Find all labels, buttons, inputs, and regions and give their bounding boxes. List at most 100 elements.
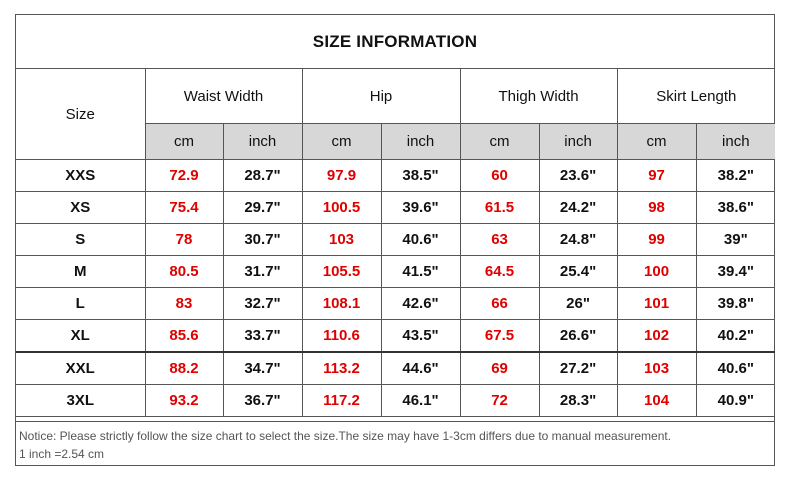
table-row: XXS 72.9 28.7" 97.9 38.5" 60 23.6" 97 38.2" bbox=[16, 159, 776, 192]
table-row: XS 75.4 29.7" 100.5 39.6" 61.5 24.2" 98 38.6" bbox=[16, 191, 776, 224]
inch-value: 23.6" bbox=[538, 159, 618, 192]
cm-value: 108.1 bbox=[301, 287, 382, 320]
inch-value: 24.8" bbox=[538, 223, 618, 256]
inch-value: 24.2" bbox=[538, 191, 618, 224]
inch-value: 30.7" bbox=[222, 223, 303, 256]
unit-inch: inch bbox=[538, 123, 618, 160]
cm-value: 61.5 bbox=[459, 191, 540, 224]
inch-value: 40.2" bbox=[695, 319, 776, 353]
cm-value: 93.2 bbox=[144, 384, 224, 417]
inch-value: 28.7" bbox=[222, 159, 303, 192]
cm-value: 102 bbox=[616, 319, 697, 353]
cm-value: 105.5 bbox=[301, 255, 382, 288]
inch-value: 40.9" bbox=[695, 384, 776, 417]
size-chart: SIZE INFORMATION Size Waist Width Hip Th… bbox=[15, 14, 776, 466]
inch-value: 39.4" bbox=[695, 255, 776, 288]
group-header-row: Size Waist Width Hip Thigh Width Skirt L… bbox=[16, 69, 776, 160]
header-hip: Hip bbox=[301, 69, 461, 124]
inch-value: 29.7" bbox=[222, 191, 303, 224]
cm-value: 113.2 bbox=[301, 351, 382, 385]
inch-value: 41.5" bbox=[380, 255, 461, 288]
header-skirt-length: Skirt Length bbox=[616, 69, 776, 124]
header-waist-width: Waist Width bbox=[144, 69, 303, 124]
cm-value: 67.5 bbox=[459, 319, 540, 353]
cm-value: 72.9 bbox=[144, 159, 224, 192]
unit-inch: inch bbox=[695, 123, 776, 160]
inch-value: 39.8" bbox=[695, 287, 776, 320]
cm-value: 72 bbox=[459, 384, 540, 417]
cm-value: 100.5 bbox=[301, 191, 382, 224]
inch-value: 32.7" bbox=[222, 287, 303, 320]
header-thigh-width: Thigh Width bbox=[459, 69, 618, 124]
unit-cm: cm bbox=[145, 123, 224, 160]
notice: Notice: Please strictly follow the size … bbox=[16, 421, 774, 465]
size-label: 3XL bbox=[16, 384, 146, 417]
cm-value: 101 bbox=[616, 287, 697, 320]
inch-value: 36.7" bbox=[222, 384, 303, 417]
size-label: XXS bbox=[16, 159, 146, 192]
inch-value: 26" bbox=[538, 287, 618, 320]
cm-value: 97.9 bbox=[301, 159, 382, 192]
cm-value: 110.6 bbox=[301, 319, 382, 353]
cm-value: 69 bbox=[459, 351, 540, 385]
cm-value: 75.4 bbox=[144, 191, 224, 224]
inch-value: 44.6" bbox=[380, 351, 461, 385]
cm-value: 103 bbox=[616, 351, 697, 385]
inch-value: 43.5" bbox=[380, 319, 461, 353]
inch-value: 42.6" bbox=[380, 287, 461, 320]
size-label: M bbox=[16, 255, 146, 288]
size-label: XXL bbox=[16, 351, 146, 385]
inch-value: 40.6" bbox=[380, 223, 461, 256]
unit-cm: cm bbox=[301, 123, 382, 160]
table-row: S 78 30.7" 103 40.6" 63 24.8" 99 39" bbox=[16, 223, 776, 256]
unit-inch: inch bbox=[222, 123, 303, 160]
cm-value: 85.6 bbox=[144, 319, 224, 353]
table-row: XL 85.6 33.7" 110.6 43.5" 67.5 26.6" 102 40.2" bbox=[16, 319, 776, 353]
cm-value: 99 bbox=[616, 223, 697, 256]
cm-value: 100 bbox=[616, 255, 697, 288]
inch-value: 34.7" bbox=[222, 351, 303, 385]
conversion-note: 1 inch =2.54 cm bbox=[19, 447, 105, 461]
inch-value: 27.2" bbox=[538, 351, 618, 385]
size-label: L bbox=[16, 287, 146, 320]
inch-value: 26.6" bbox=[538, 319, 618, 353]
table-row: 3XL 93.2 36.7" 117.2 46.1" 72 28.3" 104 40.9" bbox=[16, 384, 776, 417]
size-column-header: Size bbox=[16, 69, 146, 160]
inch-value: 33.7" bbox=[222, 319, 303, 353]
cm-value: 63 bbox=[459, 223, 540, 256]
cm-value: 64.5 bbox=[459, 255, 540, 288]
cm-value: 103 bbox=[301, 223, 382, 256]
cm-value: 66 bbox=[459, 287, 540, 320]
inch-value: 46.1" bbox=[380, 384, 461, 417]
inch-value: 38.6" bbox=[695, 191, 776, 224]
inch-value: 25.4" bbox=[538, 255, 618, 288]
notice-text: Notice: Please strictly follow the size … bbox=[19, 429, 672, 443]
cm-value: 80.5 bbox=[144, 255, 224, 288]
inch-value: 28.3" bbox=[538, 384, 618, 417]
size-label: S bbox=[16, 223, 146, 256]
unit-cm: cm bbox=[616, 123, 697, 160]
size-label: XL bbox=[16, 319, 146, 353]
size-table: Size Waist Width Hip Thigh Width Skirt L… bbox=[16, 69, 776, 417]
inch-value: 39.6" bbox=[380, 191, 461, 224]
cm-value: 60 bbox=[459, 159, 540, 192]
cm-value: 88.2 bbox=[144, 351, 224, 385]
inch-value: 38.2" bbox=[695, 159, 776, 192]
cm-value: 83 bbox=[144, 287, 224, 320]
cm-value: 117.2 bbox=[301, 384, 382, 417]
inch-value: 31.7" bbox=[222, 255, 303, 288]
cm-value: 98 bbox=[616, 191, 697, 224]
cm-value: 104 bbox=[616, 384, 697, 417]
unit-cm: cm bbox=[459, 123, 540, 160]
cm-value: 97 bbox=[616, 159, 697, 192]
inch-value: 39" bbox=[695, 223, 776, 256]
inch-value: 38.5" bbox=[380, 159, 461, 192]
cm-value: 78 bbox=[144, 223, 224, 256]
table-row: L 83 32.7" 108.1 42.6" 66 26" 101 39.8" bbox=[16, 287, 776, 320]
table-row: M 80.5 31.7" 105.5 41.5" 64.5 25.4" 100 39.4" bbox=[16, 255, 776, 288]
inch-value: 40.6" bbox=[695, 351, 776, 385]
table-row: XXL 88.2 34.7" 113.2 44.6" 69 27.2" 103 40.6" bbox=[16, 351, 776, 385]
size-label: XS bbox=[16, 191, 146, 224]
unit-inch: inch bbox=[380, 123, 461, 160]
chart-title: SIZE INFORMATION bbox=[16, 15, 774, 69]
